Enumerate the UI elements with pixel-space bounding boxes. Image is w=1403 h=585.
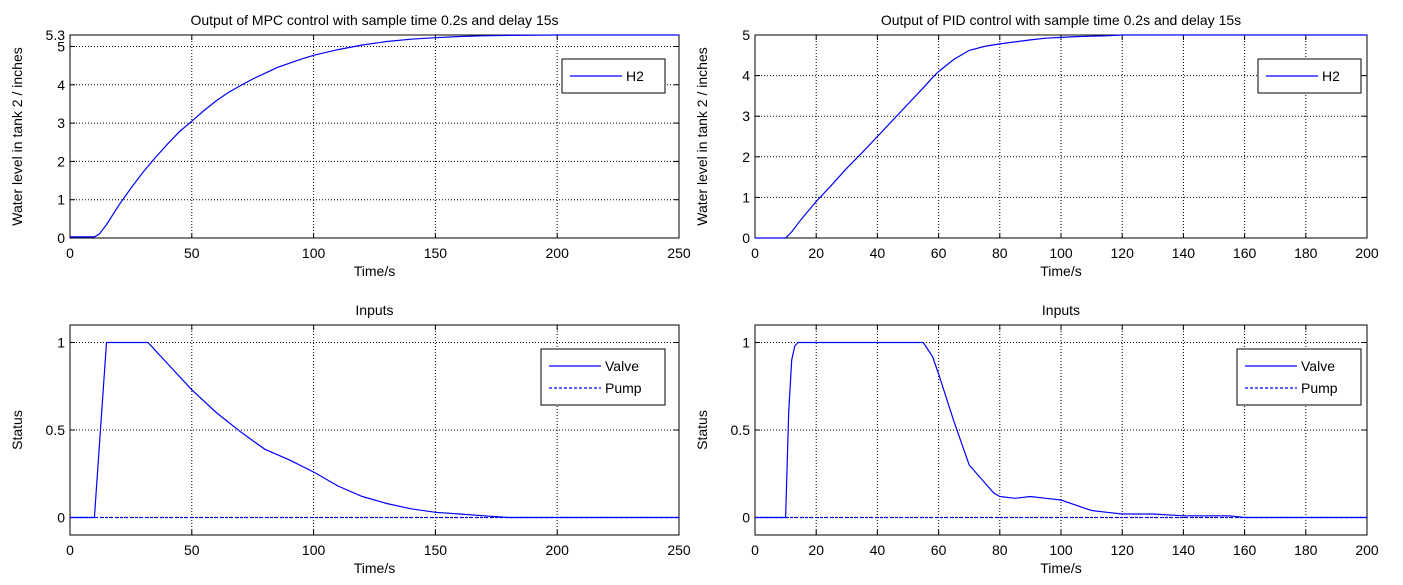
- x-tick-label: 200: [1355, 245, 1379, 261]
- x-tick-label: 20: [808, 542, 824, 558]
- chart-panel-3: 0 50 100 150 200 250 0 0.5 1 Inputs Time/s Status Va…: [9, 302, 691, 576]
- x-tick-label: 100: [302, 245, 326, 261]
- x-tick-label: 0: [66, 245, 74, 261]
- series-line-valve: [755, 341, 1367, 519]
- chart-panel-1: 0 50 100 150 200 250 0 1 2 3 4 55.3 Output of MPC co…: [9, 12, 691, 279]
- series-line-h2: [755, 34, 1367, 239]
- y-tick-label: 1: [742, 189, 750, 205]
- legend: Valve Pump: [540, 348, 666, 406]
- x-tick-label: 160: [1233, 245, 1257, 261]
- y-tick-label: 4: [57, 77, 65, 93]
- x-tick-label: 250: [667, 542, 691, 558]
- y-tick-label: 1: [57, 192, 65, 208]
- legend-label: Valve: [1301, 358, 1335, 374]
- legend-box: [1236, 348, 1362, 406]
- x-tick-label: 80: [992, 542, 1008, 558]
- y-tick-label: 0.5: [731, 422, 751, 438]
- x-tick-label: 40: [870, 542, 886, 558]
- x-tick-label: 120: [1111, 245, 1135, 261]
- y-tick-label: 1: [57, 335, 65, 351]
- x-tick-label: 50: [184, 245, 200, 261]
- x-tick-label: 100: [1049, 542, 1073, 558]
- series-line-h2: [70, 34, 679, 238]
- y-tick-label: 5: [742, 27, 750, 43]
- legend: H2: [561, 58, 666, 94]
- chart-panel-4: 0 20 40 60 80 100 120 140 160 180 200 0 0.5 1 Inputs Ti…: [694, 302, 1379, 576]
- y-tick-label: 4: [742, 68, 750, 84]
- x-tick-label: 140: [1172, 542, 1196, 558]
- y-axis-label: Status: [9, 410, 25, 450]
- y-tick-label: 1: [742, 335, 750, 351]
- x-axis-label: Time/s: [354, 560, 395, 576]
- x-tick-label: 200: [546, 245, 570, 261]
- y-axis-label: Water level in tank 2 / inches: [694, 47, 710, 225]
- x-tick-label: 0: [751, 542, 759, 558]
- x-tick-label: 60: [931, 542, 947, 558]
- y-tick-label: 5: [57, 38, 65, 54]
- y-tick-label: 0: [57, 230, 65, 246]
- x-axis-label: Time/s: [1040, 560, 1081, 576]
- x-tick-label: 120: [1111, 542, 1135, 558]
- legend-label: Valve: [605, 358, 639, 374]
- y-tick-label: 3: [742, 108, 750, 124]
- chart-title: Inputs: [355, 302, 393, 318]
- y-tick-label: 0: [57, 510, 65, 526]
- chart-title: Inputs: [1042, 302, 1080, 318]
- y-tick-label: 0.5: [46, 422, 66, 438]
- x-tick-label: 0: [66, 542, 74, 558]
- x-axis-label: Time/s: [1040, 263, 1081, 279]
- x-tick-label: 100: [302, 542, 326, 558]
- y-tick-label: 3: [57, 115, 65, 131]
- x-tick-label: 40: [870, 245, 886, 261]
- chart-title: Output of PID control with sample time 0…: [881, 12, 1241, 28]
- x-tick-label: 150: [424, 542, 448, 558]
- x-tick-label: 50: [184, 542, 200, 558]
- y-tick-label: 0: [742, 510, 750, 526]
- y-tick-label: 0: [742, 230, 750, 246]
- x-tick-label: 0: [751, 245, 759, 261]
- x-tick-label: 100: [1049, 245, 1073, 261]
- x-tick-label: 20: [808, 245, 824, 261]
- legend: Valve Pump: [1236, 348, 1362, 406]
- chart-title: Output of MPC control with sample time 0…: [190, 12, 558, 28]
- x-tick-label: 180: [1294, 245, 1318, 261]
- y-tick-label: 2: [57, 153, 65, 169]
- x-tick-label: 140: [1172, 245, 1196, 261]
- chart-panel-2: 0 20 40 60 80 100 120 140 160 180 200 0 1 2 3 4 5 Output …: [694, 12, 1379, 279]
- x-tick-label: 80: [992, 245, 1008, 261]
- series-line-valve: [70, 341, 679, 519]
- y-tick-label: 5.3: [46, 27, 66, 43]
- legend-label: H2: [1322, 68, 1340, 84]
- legend-label: H2: [626, 68, 644, 84]
- legend-label: Pump: [1301, 380, 1338, 396]
- x-tick-label: 200: [1355, 542, 1379, 558]
- x-axis-label: Time/s: [354, 263, 395, 279]
- x-tick-label: 180: [1294, 542, 1318, 558]
- x-tick-label: 150: [424, 245, 448, 261]
- legend-box: [540, 348, 666, 406]
- legend-label: Pump: [605, 380, 642, 396]
- y-tick-label: 2: [742, 149, 750, 165]
- x-tick-label: 200: [546, 542, 570, 558]
- x-tick-label: 160: [1233, 542, 1257, 558]
- legend: H2: [1257, 58, 1362, 94]
- y-axis-label: Status: [694, 410, 710, 450]
- x-tick-label: 250: [667, 245, 691, 261]
- y-axis-label: Water level in tank 2 / inches: [9, 47, 25, 225]
- x-tick-label: 60: [931, 245, 947, 261]
